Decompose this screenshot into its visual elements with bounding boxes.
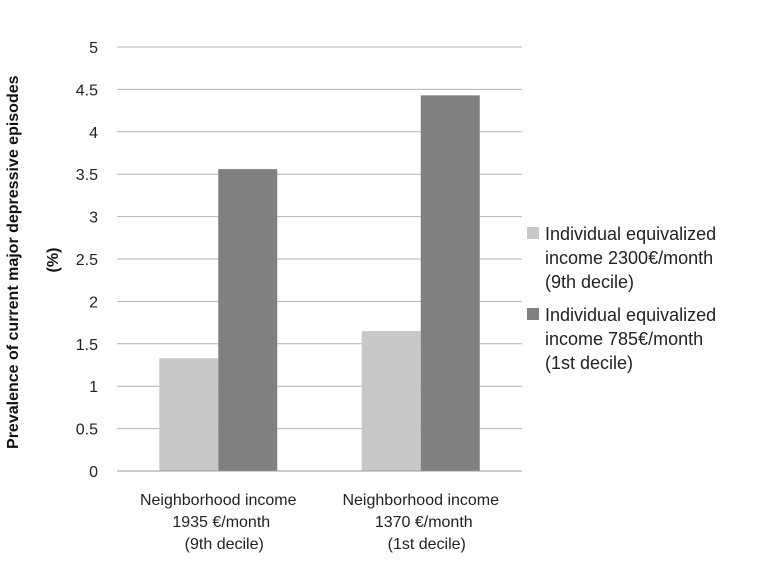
y-tick-label: 1.5 [76,337,98,354]
y-tick-label: 2.5 [76,252,98,269]
x-tick-label: Neighborhood income 1935 €/month (9th deci… [140,492,297,553]
legend: Individual equivalized income 2300€/mont… [527,222,762,384]
legend-swatch-light-gray [527,227,539,239]
y-tick-label: 0 [89,464,98,481]
y-axis-label: Prevalence of current major depressive e… [5,71,62,449]
bar-2-1 [361,331,421,471]
bar-2-2 [420,95,480,471]
y-tick-label: 3 [89,210,98,227]
legend-swatch-dark-gray [527,308,539,320]
x-tick-labels: Neighborhood income 1935 €/month (9th deci… [140,492,499,553]
y-axis-label-line-1: Prevalence of current major depressive e… [5,75,22,449]
legend-item-series-2: Individual equivalized income 785€/month… [527,303,762,375]
legend-label-series-2: Individual equivalized income 785€/month… [545,305,717,373]
y-axis-label-line-2: (%) [45,248,62,273]
y-tick-label: 4 [89,125,98,142]
y-tick-label: 2 [89,294,98,311]
legend-label-series-1: Individual equivalized income 2300€/mont… [545,224,717,292]
y-tick-label: 3.5 [76,167,98,184]
bars [159,95,480,471]
y-tick-label: 5 [89,40,98,57]
bar-1-1 [159,358,219,471]
y-tick-label: 0.5 [76,422,98,439]
bar-1-2 [218,169,278,471]
legend-item-series-1: Individual equivalized income 2300€/mont… [527,222,762,294]
y-tick-labels: 0 0.5 1 1.5 2 2.5 3 3.5 4 4.5 5 [76,40,98,481]
y-tick-label: 4.5 [76,82,98,99]
y-tick-label: 1 [89,379,98,396]
x-tick-label: Neighborhood income 1370 €/month (1st deci… [342,492,499,553]
